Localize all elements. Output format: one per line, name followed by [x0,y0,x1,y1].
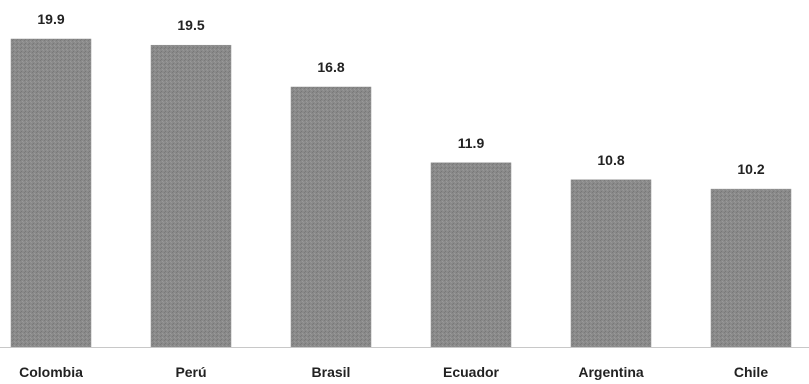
bars-group [10,38,792,348]
value-label: 16.8 [317,59,344,75]
category-label: Perú [175,364,206,380]
value-label: 10.8 [597,152,624,168]
category-labels-group: Colombia Perú Brasil Ecuador Argentina Chile [19,364,768,380]
value-label: 19.9 [37,11,64,27]
value-label: 11.9 [458,135,485,151]
bar-argentina [570,179,652,348]
category-label: Brasil [312,364,351,380]
bar-peru [150,44,232,348]
category-label: Chile [734,364,768,380]
category-label: Colombia [19,364,83,380]
value-label: 10.2 [737,161,764,177]
category-label: Ecuador [443,364,500,380]
category-label: Argentina [578,364,644,380]
bar-brasil [290,86,372,348]
value-label: 19.5 [177,17,204,33]
value-labels-group: 19.9 19.5 16.8 11.9 10.8 10.2 [37,11,764,177]
bar-ecuador [430,162,512,348]
bar-chile [710,188,792,348]
bar-colombia [10,38,92,348]
